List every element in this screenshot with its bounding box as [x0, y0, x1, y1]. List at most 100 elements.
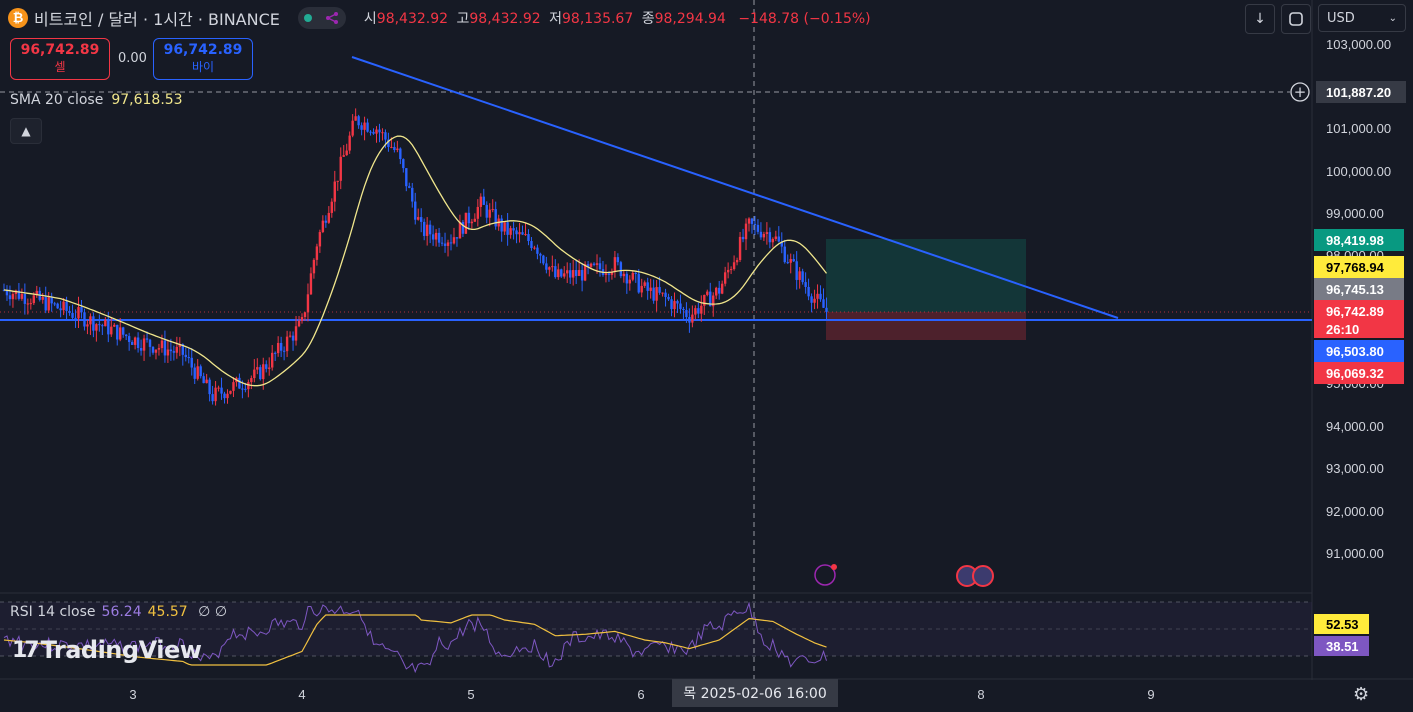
candle-body [682, 308, 685, 310]
price-label-box [1314, 256, 1404, 278]
candle-body [676, 301, 679, 304]
spread-value: 0.00 [118, 51, 147, 66]
chart-header: ₿ 비트코인 / 달러 · 1시간 · BINANCE 시98,432.92 고… [8, 6, 871, 30]
candle-body [336, 180, 339, 182]
candle-body [306, 294, 310, 313]
rsi-band [0, 602, 1312, 656]
candle-body [798, 271, 801, 280]
candle-body [369, 131, 372, 133]
candle-body [753, 223, 757, 225]
candle-body [440, 242, 444, 244]
buy-button[interactable]: 96,742.89 바이 [153, 38, 253, 80]
candle-body [116, 324, 119, 340]
candle-body [598, 263, 602, 270]
candle-body [253, 369, 256, 379]
candle-body [44, 296, 47, 311]
candle-body [691, 314, 694, 323]
candle-body [494, 209, 497, 227]
candle-body [560, 269, 563, 277]
candle-body [342, 155, 345, 157]
candle-body [333, 181, 336, 202]
fullscreen-button[interactable] [1281, 4, 1311, 34]
settings-icon[interactable]: ⚙ [1353, 684, 1370, 705]
candle-body [616, 257, 620, 263]
candle-body [428, 224, 432, 235]
candle-body [318, 232, 322, 247]
candle-body [804, 282, 807, 287]
sell-button[interactable]: 96,742.89 셀 [10, 38, 110, 80]
candle-body [268, 367, 271, 369]
tradingview-logo[interactable]: 17 TradingView [12, 636, 202, 664]
candle-body [226, 393, 229, 399]
candle-body [625, 273, 629, 284]
candle-body [375, 129, 378, 134]
candle-body [747, 218, 751, 224]
candle-body [384, 132, 387, 140]
candle-body [741, 236, 745, 240]
candle-body [628, 279, 631, 284]
candle-body [509, 228, 512, 235]
candle-body [715, 287, 718, 296]
candle-body [29, 303, 33, 305]
candle-body [169, 349, 173, 352]
candle-body [190, 357, 193, 368]
candle-body [285, 336, 289, 352]
candle-body [524, 234, 527, 236]
candle-body [181, 344, 184, 355]
price-label-text: 97,768.94 [1326, 260, 1385, 275]
candle-body [35, 290, 38, 296]
candle-body [488, 209, 491, 218]
candle-body [196, 366, 199, 379]
candle-body [321, 220, 325, 233]
candle-body [411, 187, 414, 202]
candle-body [211, 394, 214, 402]
candle-body [238, 377, 241, 389]
candle-body [664, 292, 667, 297]
rsi-legend[interactable]: RSI 14 close 56.24 45.57 ∅ ∅ [10, 604, 227, 620]
candle-body [62, 301, 65, 311]
candle-body [68, 310, 71, 313]
collapse-legend-button[interactable]: ▲ [10, 118, 42, 144]
candle-body [694, 308, 697, 315]
candle-body [53, 303, 56, 305]
candle-body [294, 326, 298, 341]
symbol-title[interactable]: 비트코인 / 달러 · 1시간 · BINANCE [34, 10, 280, 29]
rsi-label-box [1314, 614, 1369, 634]
candle-body [217, 387, 220, 389]
candle-body [393, 146, 396, 150]
candle-body [130, 341, 134, 345]
candle-body [89, 316, 92, 325]
price-label-text: 26:10 [1326, 322, 1359, 337]
candle-body [622, 273, 626, 277]
candle-body [580, 270, 584, 281]
candle-body [458, 221, 462, 239]
candle-body [816, 293, 819, 299]
sma-legend[interactable]: SMA 20 close 97,618.53 [10, 92, 183, 108]
candle-body [187, 357, 190, 359]
candle-body [703, 294, 706, 306]
candle-body [229, 390, 232, 394]
candle-body [41, 296, 44, 300]
candle-body [348, 135, 351, 151]
currency-select[interactable]: USD ⌄ [1318, 4, 1406, 32]
time-tick-label: 6 [637, 687, 644, 702]
time-tick-label: 9 [1147, 687, 1154, 702]
candle-body [86, 324, 89, 327]
candle-body [202, 376, 205, 384]
candle-body [113, 324, 116, 327]
candle-body [166, 349, 170, 356]
candle-body [339, 156, 342, 181]
candle-body [810, 296, 813, 303]
market-status-pill[interactable] [297, 7, 346, 29]
candle-body [142, 338, 146, 351]
price-label-box [1314, 340, 1404, 362]
candle-body [545, 263, 548, 270]
candle-body [32, 295, 35, 304]
candle-body [220, 387, 223, 394]
candle-body [122, 327, 125, 335]
download-button[interactable]: ↓ [1245, 4, 1275, 34]
candle-body [640, 285, 643, 293]
candle-body [265, 364, 268, 369]
candle-body [324, 220, 328, 223]
